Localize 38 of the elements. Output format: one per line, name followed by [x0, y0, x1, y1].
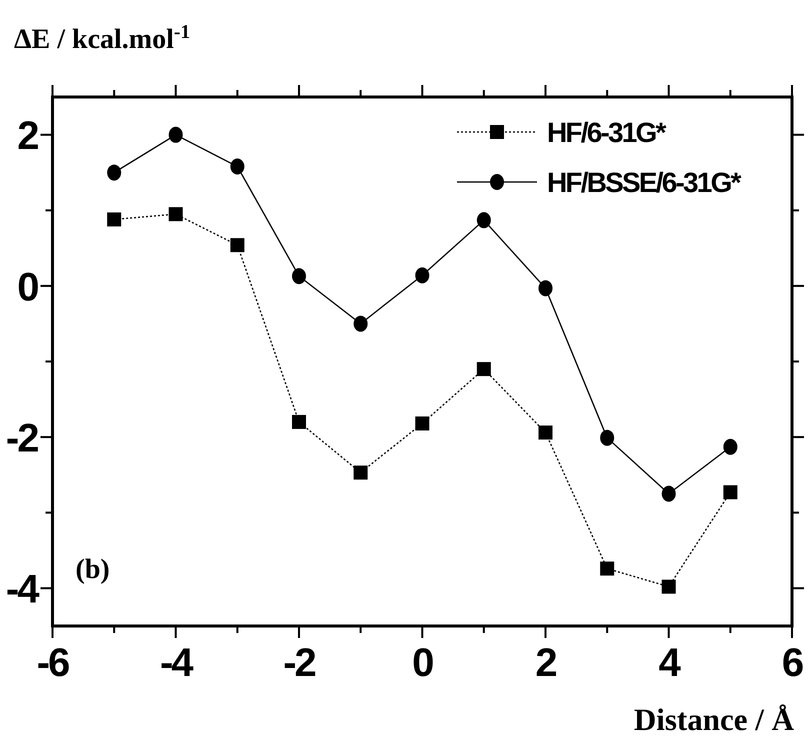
x-tick-label: -6 [36, 641, 70, 685]
point [538, 426, 552, 440]
legend-label: HF/BSSE/6-31G* [547, 167, 742, 198]
x-tick-label: 2 [535, 641, 556, 685]
y-tick-label: -2 [6, 416, 38, 460]
point [292, 268, 306, 284]
y-tick-label: 2 [17, 114, 38, 158]
point [600, 562, 614, 576]
point [168, 207, 183, 222]
x-tick-label: -2 [283, 641, 316, 685]
point [168, 126, 183, 143]
point [354, 316, 368, 332]
point [723, 485, 738, 500]
point [476, 362, 491, 376]
x-tick-label: 4 [658, 641, 682, 685]
point [662, 580, 676, 594]
point [354, 466, 368, 480]
y-axis-title: ΔE / kcal.mol$^{-1}$ [14, 22, 190, 55]
x-tick-label: 0 [412, 641, 434, 685]
x-tick-label: -4 [160, 641, 194, 685]
point [476, 212, 491, 228]
point [292, 414, 306, 429]
x-tick-label: 6 [782, 641, 803, 685]
y-tick-label: 0 [17, 265, 38, 310]
point [415, 267, 430, 284]
annotation: (b) [76, 554, 110, 585]
point [230, 158, 244, 175]
y-tick-label: -4 [6, 568, 40, 612]
legend-label: HF/6-31G* [547, 117, 667, 148]
point [415, 416, 430, 430]
point [230, 238, 244, 252]
point [107, 212, 122, 226]
point [107, 164, 122, 181]
x-axis-title: Distance / Å [634, 702, 795, 737]
point [538, 280, 552, 296]
point [600, 430, 614, 446]
point [723, 438, 738, 455]
point [662, 486, 676, 502]
